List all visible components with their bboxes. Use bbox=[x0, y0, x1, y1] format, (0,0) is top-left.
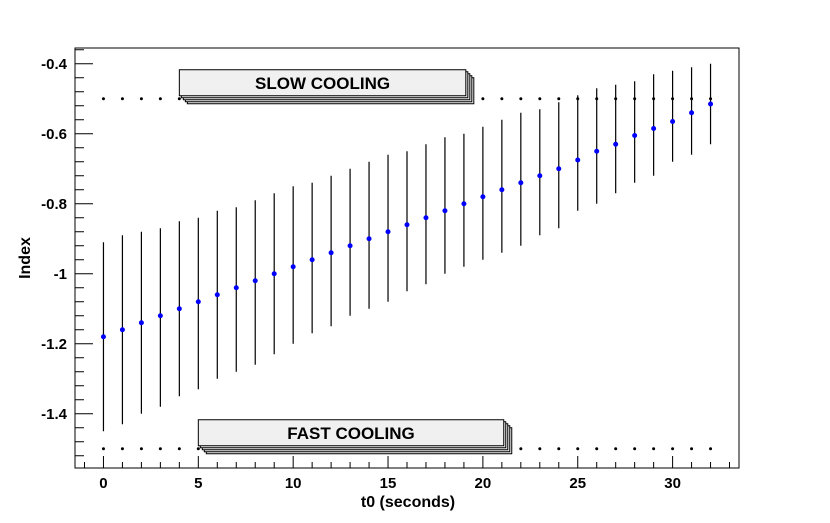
data-points bbox=[100, 101, 714, 340]
data-point bbox=[347, 243, 353, 249]
data-point bbox=[119, 327, 125, 333]
slow-cooling-label: SLOW COOLING bbox=[178, 69, 475, 105]
fast-cooling-line-dot bbox=[177, 447, 181, 451]
data-point bbox=[100, 334, 106, 340]
fast-cooling-line-dot bbox=[709, 447, 713, 451]
axis-ticks bbox=[75, 49, 731, 468]
data-point bbox=[518, 180, 524, 186]
data-point bbox=[214, 292, 220, 298]
data-point bbox=[613, 141, 619, 147]
data-point bbox=[632, 133, 638, 138]
region-annotations: SLOW COOLING FAST COOLING bbox=[178, 69, 513, 455]
data-point bbox=[176, 306, 182, 312]
x-tick-label: 20 bbox=[475, 475, 492, 492]
x-axis-title: t0 (seconds) bbox=[361, 494, 455, 511]
fast-cooling-line-dot bbox=[576, 447, 580, 451]
x-tick-label: 10 bbox=[285, 475, 302, 492]
slow-cooling-line-dot bbox=[120, 97, 124, 101]
slow-cooling-line-dot bbox=[538, 97, 542, 101]
label-box bbox=[178, 69, 467, 97]
data-point bbox=[442, 208, 448, 214]
data-point bbox=[328, 250, 334, 256]
fast-cooling-line-dot bbox=[652, 447, 656, 451]
data-point bbox=[423, 215, 429, 221]
y-tick-labels: -1.4 -1.2 -1 -0.8 -0.6 -0.4 bbox=[41, 56, 68, 423]
y-tick-label: -0.4 bbox=[41, 56, 68, 73]
fast-cooling-line-dot bbox=[671, 447, 675, 451]
fast-cooling-line-dot bbox=[158, 447, 162, 451]
data-point bbox=[233, 285, 239, 291]
slow-cooling-line-dot bbox=[519, 97, 523, 101]
error-bars bbox=[102, 63, 712, 432]
fast-cooling-line-dot bbox=[595, 447, 599, 451]
fast-cooling-line-dot bbox=[120, 447, 124, 451]
slow-cooling-line-dot bbox=[158, 97, 162, 101]
fast-cooling-line-dot bbox=[196, 447, 200, 451]
fast-cooling-label: FAST COOLING bbox=[197, 419, 513, 455]
fast-cooling-line-dot bbox=[633, 447, 637, 451]
y-tick-label: -1.2 bbox=[41, 336, 67, 353]
data-point bbox=[499, 187, 505, 193]
fast-cooling-line-dot bbox=[139, 447, 143, 451]
data-point bbox=[157, 313, 163, 319]
x-tick-label: 15 bbox=[380, 475, 397, 492]
fast-cooling-line-dot bbox=[519, 447, 523, 451]
x-tick-label: 30 bbox=[664, 475, 681, 492]
data-point bbox=[689, 110, 695, 116]
slow-cooling-line-dot bbox=[500, 97, 504, 101]
fast-cooling-line-dot bbox=[690, 447, 694, 451]
data-point bbox=[556, 166, 562, 172]
fast-cooling-line-dot bbox=[557, 447, 561, 451]
data-point bbox=[138, 320, 144, 326]
y-tick-label: -0.8 bbox=[41, 196, 67, 213]
slow-cooling-line-dot bbox=[557, 97, 561, 101]
label-box bbox=[197, 419, 505, 447]
slow-cooling-line-dot bbox=[177, 97, 181, 101]
data-point bbox=[290, 264, 296, 270]
data-point bbox=[271, 271, 277, 277]
label-text: FAST COOLING bbox=[287, 424, 415, 443]
data-point bbox=[461, 201, 467, 207]
fast-cooling-line-dot bbox=[538, 447, 542, 451]
x-tick-label: 0 bbox=[99, 475, 107, 492]
y-tick-label: -1.4 bbox=[41, 406, 68, 423]
fast-cooling-line-dot bbox=[614, 447, 618, 451]
data-point bbox=[366, 236, 372, 242]
data-point bbox=[575, 157, 581, 163]
slow-cooling-line-dot bbox=[139, 97, 143, 101]
data-point bbox=[708, 101, 714, 107]
y-axis-title: Index bbox=[17, 237, 34, 279]
data-point bbox=[309, 257, 315, 263]
data-point bbox=[404, 222, 410, 228]
y-tick-label: -0.6 bbox=[41, 126, 67, 143]
data-point bbox=[252, 278, 258, 284]
data-point bbox=[385, 229, 391, 235]
y-tick-label: -1 bbox=[54, 266, 67, 283]
data-point bbox=[594, 148, 600, 154]
slow-cooling-line-dot bbox=[481, 97, 485, 101]
data-point bbox=[537, 173, 543, 179]
data-point bbox=[651, 126, 657, 131]
slow-cooling-line-dot bbox=[101, 97, 105, 101]
data-point bbox=[670, 119, 676, 124]
x-tick-label: 25 bbox=[569, 475, 586, 492]
x-tick-label: 5 bbox=[194, 475, 202, 492]
data-point bbox=[480, 194, 486, 200]
data-point bbox=[195, 299, 201, 305]
fast-cooling-line-dot bbox=[101, 447, 105, 451]
label-text: SLOW COOLING bbox=[255, 74, 390, 93]
x-tick-labels: 0 5 10 15 20 25 30 bbox=[99, 475, 681, 492]
